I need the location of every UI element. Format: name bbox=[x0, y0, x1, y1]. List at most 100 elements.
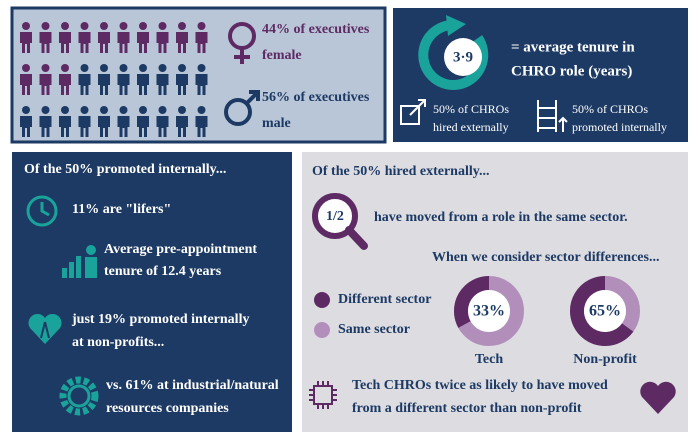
tenure-value: 3·9 bbox=[453, 49, 473, 65]
person-body bbox=[98, 32, 110, 53]
internal-item: resources companies bbox=[106, 401, 229, 416]
male-symbol bbox=[224, 90, 260, 126]
gear-icon bbox=[59, 376, 99, 416]
person-head bbox=[178, 22, 186, 30]
person-head bbox=[100, 106, 108, 114]
internal-item: tenure of 12.4 years bbox=[104, 264, 222, 279]
person-body bbox=[176, 74, 188, 95]
person-body bbox=[39, 116, 52, 137]
person-body bbox=[59, 116, 71, 137]
person-head bbox=[158, 64, 167, 72]
person-body bbox=[176, 116, 188, 137]
person-head bbox=[61, 22, 69, 30]
internal-icon bbox=[537, 100, 568, 132]
person-body bbox=[137, 74, 149, 95]
external-icon bbox=[400, 99, 426, 125]
clock-icon bbox=[26, 195, 58, 227]
person-head bbox=[22, 22, 30, 30]
internal-item: just 19% promoted internally bbox=[71, 312, 249, 327]
person-body bbox=[59, 32, 71, 53]
promoted-text: promoted internally bbox=[572, 120, 667, 134]
person-body bbox=[39, 32, 52, 53]
person-head bbox=[61, 64, 69, 72]
person-body bbox=[39, 74, 52, 95]
tenure-text: = average tenure in bbox=[511, 39, 635, 55]
hired-text: 50% of CHROs bbox=[433, 102, 509, 116]
sector-heading: When we consider sector differences... bbox=[432, 250, 659, 265]
person-head bbox=[119, 64, 128, 72]
person-head bbox=[41, 22, 50, 30]
person-body bbox=[195, 116, 208, 137]
internal-heading: Of the 50% promoted internally... bbox=[24, 162, 226, 177]
internal-item: Average pre-appointment bbox=[104, 242, 257, 257]
person-head bbox=[119, 22, 128, 30]
heart-icon bbox=[28, 313, 62, 344]
person-head bbox=[178, 64, 186, 72]
person-head bbox=[158, 106, 167, 114]
tenure-text: CHRO role (years) bbox=[511, 63, 632, 79]
magnifier-icon bbox=[312, 193, 368, 250]
person-body bbox=[117, 116, 130, 137]
person-body bbox=[156, 74, 169, 95]
person-head bbox=[22, 106, 30, 114]
footer-text: from a different sector than non-profit bbox=[352, 401, 582, 416]
person-head bbox=[61, 106, 69, 114]
person-body bbox=[156, 116, 169, 137]
tenure-icon bbox=[418, 15, 489, 90]
person-head bbox=[139, 22, 147, 30]
donut-hole bbox=[468, 290, 510, 332]
person-head bbox=[178, 106, 186, 114]
chip-icon bbox=[309, 381, 337, 409]
person-head bbox=[80, 106, 89, 114]
internal-item: at non-profits... bbox=[72, 335, 164, 350]
legend-label: Same sector bbox=[338, 322, 410, 337]
donut-segment bbox=[570, 276, 634, 346]
person-head bbox=[80, 64, 89, 72]
person-body bbox=[78, 74, 91, 95]
person-head bbox=[41, 64, 50, 72]
donut-value: 33% bbox=[473, 303, 505, 320]
person-body bbox=[98, 74, 110, 95]
person-head bbox=[100, 22, 108, 30]
person-body bbox=[156, 32, 169, 53]
donut-value: 65% bbox=[589, 303, 621, 320]
donuts: 33% Tech 65% Non-profit bbox=[454, 276, 640, 367]
external-heading: Of the 50% hired externally... bbox=[312, 164, 489, 179]
legend-swatch bbox=[314, 322, 330, 338]
legend-label: Different sector bbox=[338, 292, 431, 307]
person-head bbox=[100, 64, 108, 72]
legend-swatch bbox=[314, 292, 330, 308]
heart-icon bbox=[640, 381, 676, 414]
hired-text: hired externally bbox=[433, 120, 509, 134]
person-body bbox=[117, 74, 130, 95]
person-body bbox=[137, 32, 149, 53]
tenure-icon bbox=[62, 245, 97, 278]
person-head bbox=[41, 106, 50, 114]
internal-item: 11% are "lifers" bbox=[72, 202, 171, 217]
footer-text: Tech CHROs twice as likely to have moved bbox=[352, 378, 608, 393]
female-text: female bbox=[262, 48, 302, 63]
person-head bbox=[139, 64, 147, 72]
person-head bbox=[80, 22, 89, 30]
person-head bbox=[197, 64, 206, 72]
person-body bbox=[78, 116, 91, 137]
donut-label: Non-profit bbox=[573, 352, 637, 367]
person-body bbox=[195, 32, 208, 53]
person-head bbox=[119, 106, 128, 114]
person-body bbox=[117, 32, 130, 53]
promoted-text: 50% of CHROs bbox=[572, 102, 648, 116]
donut-hole bbox=[584, 290, 626, 332]
person-body bbox=[176, 32, 188, 53]
internal-panel bbox=[12, 152, 292, 432]
donut-label: Tech bbox=[475, 352, 503, 367]
person-body bbox=[20, 74, 32, 95]
donut-segment bbox=[454, 276, 490, 328]
person-head bbox=[197, 22, 206, 30]
person-head bbox=[22, 64, 30, 72]
person-body bbox=[20, 32, 32, 53]
person-body bbox=[98, 116, 110, 137]
male-text: male bbox=[262, 116, 291, 131]
fraction: 1/2 bbox=[326, 209, 344, 224]
female-text: 44% of executives bbox=[262, 22, 370, 37]
